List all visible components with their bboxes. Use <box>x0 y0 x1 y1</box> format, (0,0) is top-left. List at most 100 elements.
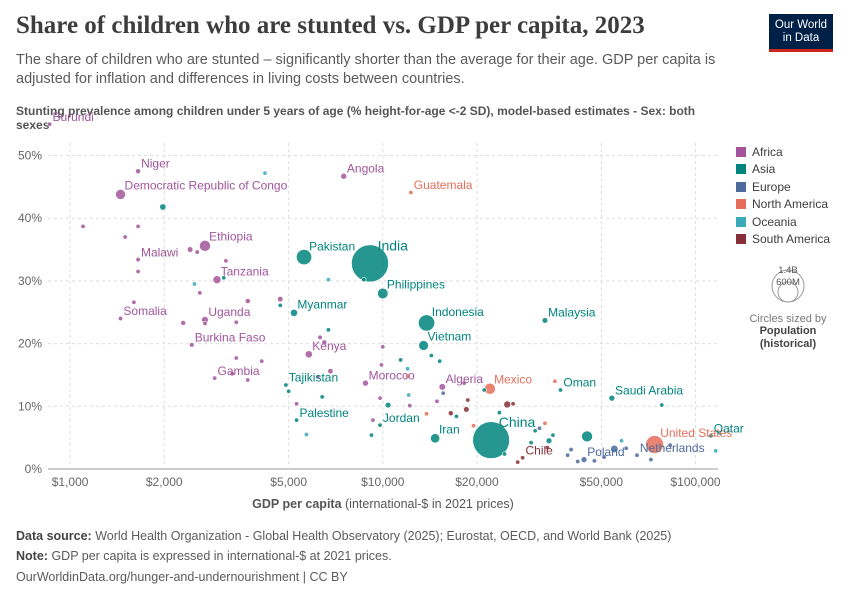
data-point[interactable] <box>407 403 413 409</box>
point-label[interactable]: Guatemala <box>414 178 473 192</box>
data-point[interactable] <box>229 371 235 377</box>
data-point[interactable] <box>212 275 222 284</box>
data-point[interactable] <box>557 387 563 393</box>
point-label[interactable]: Tajikistan <box>289 371 338 385</box>
data-point[interactable] <box>418 314 435 332</box>
data-point[interactable] <box>418 340 429 351</box>
data-point[interactable] <box>233 355 239 361</box>
data-point[interactable] <box>294 401 300 407</box>
data-point[interactable] <box>317 334 323 340</box>
legend-item[interactable]: South America <box>736 231 830 249</box>
data-point[interactable] <box>223 258 229 264</box>
data-point[interactable] <box>186 246 194 253</box>
point-label[interactable]: Iran <box>439 422 460 436</box>
data-point[interactable] <box>580 456 588 463</box>
data-point[interactable] <box>496 410 502 416</box>
data-point[interactable] <box>296 249 313 266</box>
point-label[interactable]: Netherlands <box>640 441 705 455</box>
data-point[interactable] <box>233 319 239 325</box>
data-point[interactable] <box>515 459 521 465</box>
point-label[interactable]: Mexico <box>494 372 532 386</box>
data-point[interactable] <box>405 366 411 372</box>
data-point[interactable] <box>667 442 673 448</box>
data-point[interactable] <box>368 432 374 438</box>
data-point[interactable] <box>377 422 383 428</box>
data-point[interactable] <box>503 400 512 409</box>
data-point[interactable] <box>362 379 369 387</box>
data-point[interactable] <box>380 344 386 350</box>
data-point[interactable] <box>623 445 629 451</box>
data-point[interactable] <box>520 455 526 461</box>
data-point[interactable] <box>189 342 195 348</box>
data-point[interactable] <box>447 410 454 417</box>
data-point[interactable] <box>565 452 571 458</box>
point-label[interactable]: Indonesia <box>432 305 484 319</box>
data-point[interactable] <box>405 373 411 379</box>
data-point[interactable] <box>434 398 440 404</box>
data-point[interactable] <box>277 302 283 308</box>
data-point[interactable] <box>610 444 619 454</box>
data-point[interactable] <box>713 448 719 454</box>
data-point[interactable] <box>340 172 348 180</box>
point-label[interactable]: Poland <box>587 445 624 459</box>
data-point[interactable] <box>648 457 654 463</box>
data-point[interactable] <box>319 394 325 400</box>
point-label[interactable]: Oman <box>563 376 596 390</box>
data-point[interactable] <box>536 425 542 431</box>
data-point[interactable] <box>481 387 487 393</box>
data-point[interactable] <box>430 433 441 444</box>
data-point[interactable] <box>244 298 251 304</box>
point-label[interactable]: Saudi Arabia <box>615 383 683 397</box>
data-point[interactable] <box>194 249 200 255</box>
point-label[interactable]: Philippines <box>387 277 445 291</box>
point-label[interactable]: Malaysia <box>548 306 596 320</box>
data-point[interactable] <box>528 440 534 446</box>
data-point[interactable] <box>325 277 331 283</box>
point-label[interactable]: Pakistan <box>309 239 355 253</box>
data-point[interactable] <box>532 428 538 434</box>
point-label[interactable]: Angola <box>347 161 385 175</box>
data-point[interactable] <box>384 401 392 409</box>
data-point[interactable] <box>212 375 218 381</box>
data-point[interactable] <box>245 377 251 383</box>
data-point[interactable] <box>377 395 383 401</box>
data-point[interactable] <box>221 275 227 281</box>
data-point[interactable] <box>659 402 665 408</box>
point-label[interactable]: Burkina Faso <box>195 330 266 344</box>
point-label[interactable]: Burundi <box>52 110 93 124</box>
point-label[interactable]: China <box>499 414 536 430</box>
legend-item[interactable]: Africa <box>736 143 830 161</box>
data-point[interactable] <box>542 420 548 426</box>
data-point[interactable] <box>708 433 714 439</box>
data-point[interactable] <box>472 421 510 459</box>
data-point[interactable] <box>568 447 574 453</box>
url-line[interactable]: OurWorldinData.org/hunger-and-undernouri… <box>16 570 348 584</box>
data-point[interactable] <box>135 269 141 275</box>
point-label[interactable]: Qatar <box>714 421 744 435</box>
data-source-text[interactable]: World Health Organization - Global Healt… <box>95 529 672 543</box>
data-point[interactable] <box>408 190 414 196</box>
point-label[interactable]: Malawi <box>141 245 178 259</box>
point-label[interactable]: Jordan <box>383 411 420 425</box>
data-point[interactable] <box>327 368 334 375</box>
point-label[interactable]: Somalia <box>123 304 167 318</box>
data-point[interactable] <box>591 458 597 464</box>
data-point[interactable] <box>437 358 443 364</box>
point-label[interactable]: Algeria <box>446 372 484 386</box>
data-point[interactable] <box>461 380 467 386</box>
point-label[interactable]: Ethiopia <box>209 230 253 244</box>
point-label[interactable]: Vietnam <box>428 330 472 344</box>
data-point[interactable] <box>115 189 126 200</box>
data-point[interactable] <box>424 411 430 417</box>
data-point[interactable] <box>370 417 376 423</box>
legend-item[interactable]: Asia <box>736 161 830 179</box>
data-point[interactable] <box>581 430 593 443</box>
data-point[interactable] <box>510 401 516 407</box>
data-point[interactable] <box>80 223 86 229</box>
point-label[interactable]: Chile <box>526 443 554 457</box>
data-point[interactable] <box>351 244 389 283</box>
data-point[interactable] <box>550 432 556 438</box>
data-point[interactable] <box>202 321 208 327</box>
data-point[interactable] <box>541 317 549 324</box>
data-point[interactable] <box>440 390 446 396</box>
